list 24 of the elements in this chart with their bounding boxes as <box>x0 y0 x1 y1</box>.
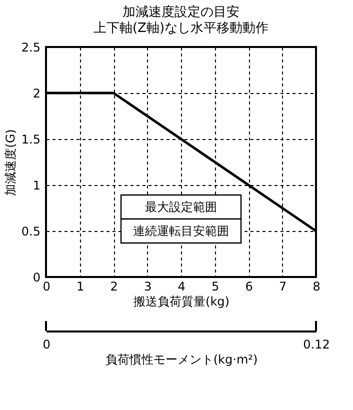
y-tick-label: 2 <box>32 86 40 100</box>
x-tick-label: 3 <box>144 280 152 294</box>
x2-tick-label: 0.12 <box>303 338 330 352</box>
y-tick-label: 2.5 <box>21 40 40 54</box>
x-tick-label: 0 <box>42 280 50 294</box>
x-tick-label: 7 <box>278 280 287 294</box>
y-tick-label: 1 <box>32 178 40 192</box>
x2-tick-label: 0 <box>42 338 50 352</box>
chart-subtitle: 上下軸(Z軸)なし水平移動動作 <box>93 21 269 36</box>
y-tick-label: 0 <box>32 270 40 284</box>
chart-title: 加減速度設定の目安 <box>122 4 240 20</box>
x-tick-label: 4 <box>178 280 186 294</box>
y-tick-label: 0.5 <box>21 224 40 238</box>
x-tick-label: 5 <box>211 280 220 294</box>
x-tick-label: 1 <box>76 280 84 294</box>
x-axis-title: 搬送負荷質量(kg) <box>134 294 230 308</box>
y-tick-label: 1.5 <box>21 132 40 146</box>
annotation: 連続運転目安範囲 <box>133 224 229 238</box>
x-tick-label: 6 <box>245 280 253 294</box>
annotation: 最大設定範囲 <box>145 200 217 214</box>
x-tick-label: 2 <box>110 280 118 294</box>
x-tick-label: 8 <box>312 280 320 294</box>
y-axis-title: 加減速度(G) <box>3 129 18 196</box>
x2-axis-title: 負荷慣性モーメント(kg·m²) <box>105 352 258 366</box>
